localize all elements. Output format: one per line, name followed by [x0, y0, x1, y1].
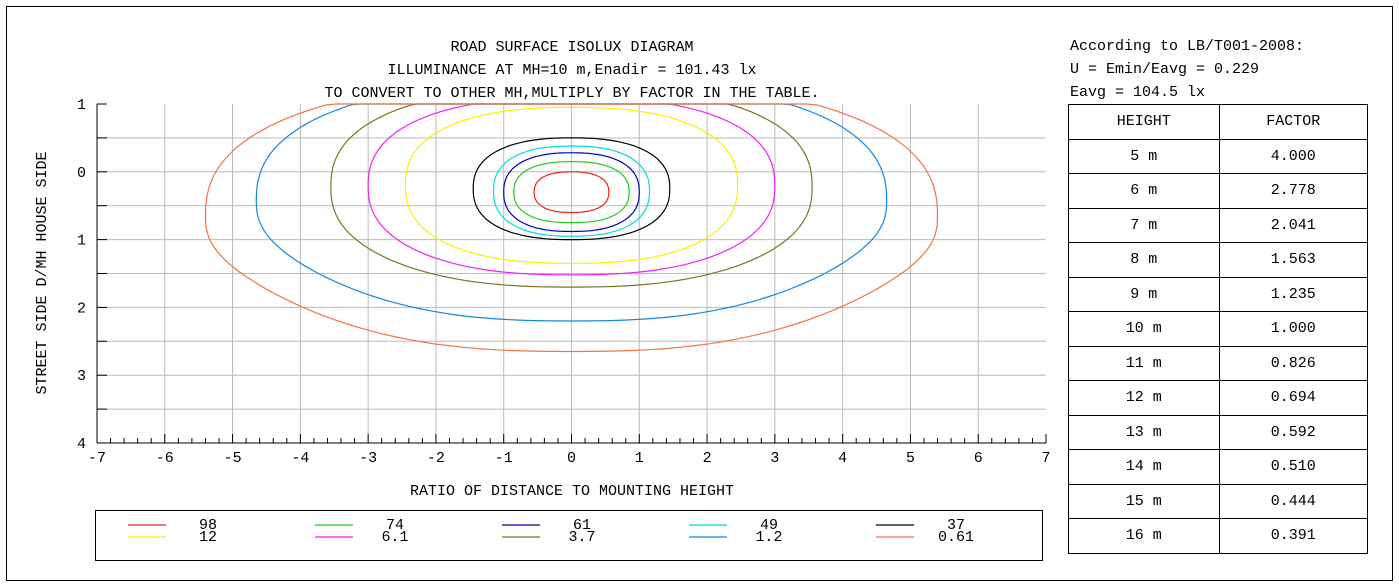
factor-table: HEIGHT FACTOR 5 m 4.000 6 m 2.778 7 m 2.041 8 … [1068, 104, 1368, 554]
isolux-contour-0.61 [204, 103, 939, 353]
y-tick-label: 4 [77, 436, 86, 453]
table-row: 12 m 0.694 [1068, 380, 1368, 416]
x-tick-label: 2 [703, 450, 712, 467]
legend-label: 98 [199, 517, 217, 534]
y-tick-label: 2 [77, 300, 86, 317]
chart-title-line: ROAD SURFACE ISOLUX DIAGRAM [450, 39, 693, 56]
uniformity-text: U = Emin/Eavg = 0.229 [1070, 61, 1260, 78]
factor-cell: 4.000 [1218, 138, 1368, 174]
average-illuminance-text: Eavg = 104.5 lx [1070, 84, 1206, 101]
y-tick-label: 0 [77, 165, 86, 182]
y-tick-label: 1 [77, 233, 86, 250]
legend-label: 3.7 [568, 529, 595, 546]
height-cell: 10 m [1068, 311, 1220, 347]
table-row: 5 m 4.000 [1068, 138, 1368, 174]
figure-frame [6, 6, 1393, 581]
factor-header: FACTOR [1218, 104, 1368, 140]
x-tick-label: 3 [770, 450, 779, 467]
table-row: 13 m 0.592 [1068, 414, 1368, 450]
x-tick-label: -7 [88, 450, 106, 467]
legend-label: 0.61 [938, 529, 974, 546]
table-row: 10 m 1.000 [1068, 311, 1368, 347]
x-tick-label: -2 [427, 450, 445, 467]
x-axis-label: RATIO OF DISTANCE TO MOUNTING HEIGHT [410, 483, 734, 500]
height-cell: 13 m [1068, 414, 1220, 450]
factor-cell: 1.000 [1218, 311, 1368, 347]
legend-label: 1.2 [755, 529, 782, 546]
factor-cell: 0.391 [1218, 518, 1368, 554]
standard-text: According to LB/T001-2008: [1070, 38, 1305, 55]
table-header-row: HEIGHT FACTOR [1068, 104, 1368, 140]
isolux-contour-37 [472, 137, 671, 241]
legend-label: 74 [386, 517, 404, 534]
factor-cell: 0.444 [1218, 483, 1368, 519]
height-cell: 7 m [1068, 207, 1220, 243]
legend-label: 37 [947, 517, 965, 534]
factor-cell: 0.510 [1218, 449, 1368, 485]
height-cell: 8 m [1068, 242, 1220, 278]
factor-cell: 0.694 [1218, 380, 1368, 416]
x-tick-label: -1 [495, 450, 513, 467]
isolux-contour-12 [404, 106, 739, 264]
y-tick-label: 1 [77, 97, 86, 114]
legend-label: 6.1 [381, 529, 408, 546]
x-tick-label: 1 [635, 450, 644, 467]
factor-cell: 0.826 [1218, 345, 1368, 381]
table-row: 8 m 1.563 [1068, 242, 1368, 278]
height-header: HEIGHT [1068, 104, 1220, 140]
chart-title-line: ILLUMINANCE AT MH=10 m,Enadir = 101.43 l… [387, 62, 756, 79]
factor-cell: 2.041 [1218, 207, 1368, 243]
table-row: 6 m 2.778 [1068, 173, 1368, 209]
table-row: 16 m 0.391 [1068, 518, 1368, 554]
isolux-contour-6.1 [367, 103, 776, 276]
factor-cell: 1.235 [1218, 276, 1368, 312]
x-tick-label: 6 [974, 450, 983, 467]
height-cell: 5 m [1068, 138, 1220, 174]
height-cell: 9 m [1068, 276, 1220, 312]
height-cell: 14 m [1068, 449, 1220, 485]
table-row: 7 m 2.041 [1068, 207, 1368, 243]
factor-cell: 2.778 [1218, 173, 1368, 209]
x-tick-label: -3 [359, 450, 377, 467]
table-row: 9 m 1.235 [1068, 276, 1368, 312]
table-row: 15 m 0.444 [1068, 483, 1368, 519]
factor-cell: 0.592 [1218, 414, 1368, 450]
x-tick-label: 5 [906, 450, 915, 467]
x-tick-label: -5 [224, 450, 242, 467]
factor-cell: 1.563 [1218, 242, 1368, 278]
x-tick-label: 0 [567, 450, 576, 467]
legend-box [95, 510, 1043, 561]
height-cell: 12 m [1068, 380, 1220, 416]
height-cell: 11 m [1068, 345, 1220, 381]
y-tick-label: 3 [77, 368, 86, 385]
isolux-contour-49 [492, 145, 651, 237]
height-cell: 6 m [1068, 173, 1220, 209]
y-axis-label: STREET SIDE D/MH HOUSE SIDE [34, 151, 51, 394]
height-cell: 16 m [1068, 518, 1220, 554]
chart-title-line: TO CONVERT TO OTHER MH,MULTIPLY BY FACTO… [324, 85, 819, 102]
table-row: 11 m 0.826 [1068, 345, 1368, 381]
table-row: 14 m 0.510 [1068, 449, 1368, 485]
x-tick-label: -4 [291, 450, 309, 467]
x-tick-label: 4 [838, 450, 847, 467]
isolux-contour-74 [513, 161, 630, 224]
legend-label: 61 [573, 517, 591, 534]
isolux-contour-61 [503, 152, 640, 233]
legend-label: 49 [760, 517, 778, 534]
height-cell: 15 m [1068, 483, 1220, 519]
x-tick-label: 7 [1041, 450, 1050, 467]
isolux-contour-98 [533, 171, 610, 214]
legend-label: 12 [199, 529, 217, 546]
x-tick-label: -6 [156, 450, 174, 467]
